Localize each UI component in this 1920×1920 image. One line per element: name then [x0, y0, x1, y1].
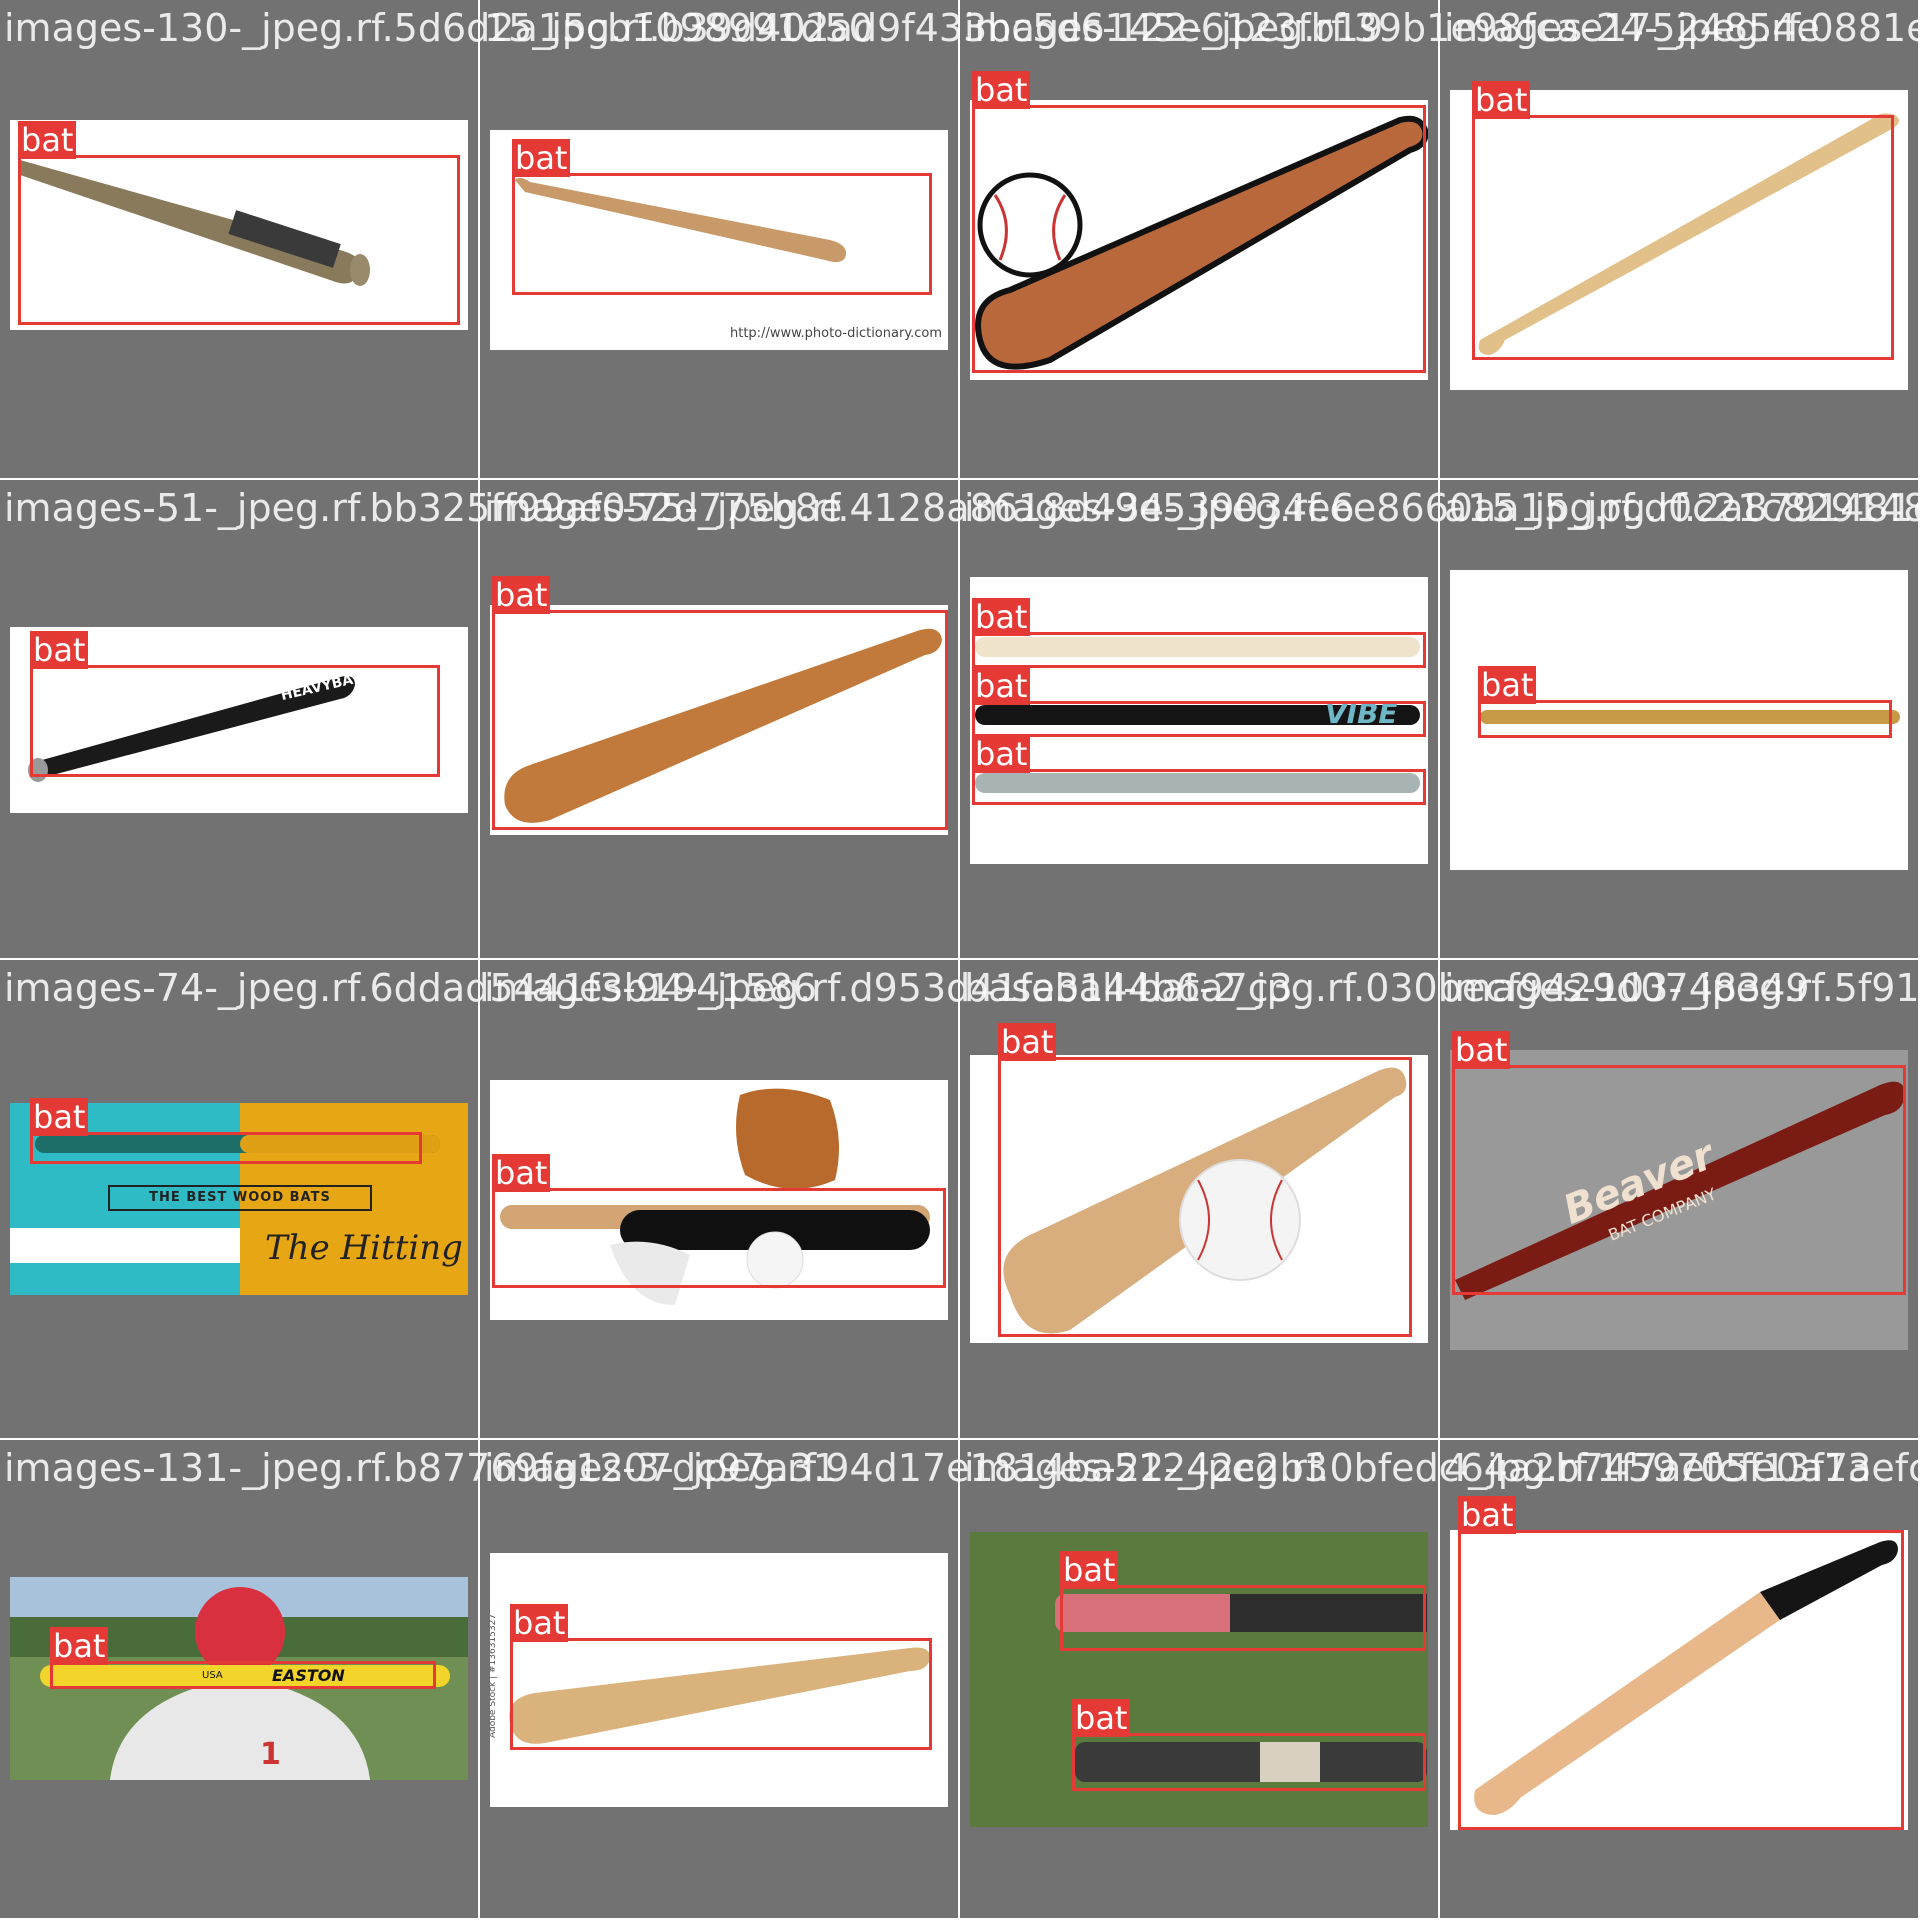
tile: images-122-_jpeg.rf.39b1e98fcae17524854e…	[960, 0, 1820, 478]
tile: images-94-_jpeg.rf.d953d41fa3144b6a7c3 b…	[480, 960, 1293, 1438]
bat-bounding-box	[18, 155, 460, 325]
bat-photo	[1450, 90, 1908, 390]
bat-photo	[490, 605, 948, 835]
bat-bounding-box	[492, 610, 948, 830]
bat-bounding-box	[1072, 1733, 1426, 1791]
bat-bounding-box	[30, 1132, 422, 1164]
bat-illustration	[975, 637, 1420, 793]
bat-cartoon-illustration	[975, 115, 1428, 370]
bat-label-tag: bat	[50, 1627, 109, 1665]
bat-label-tag: bat	[972, 735, 1031, 773]
tile: baseball-bat-2_jpg.rf.030becf9429d074834…	[960, 960, 1810, 1438]
bat-photo	[1450, 1530, 1908, 1830]
bat-bounding-box	[972, 701, 1426, 737]
bat-photo	[1450, 570, 1908, 870]
bat-illustration	[20, 160, 370, 286]
bat-illustration	[35, 1135, 440, 1153]
bat-glove-illustration	[500, 1088, 930, 1305]
bat-label-tag: bat	[972, 667, 1031, 705]
bat-label-tag: bat	[492, 1154, 551, 1192]
bat-label-tag: bat	[1072, 1699, 1131, 1737]
tile-filename: a15_jpg.rf.d0c21c8291481ccc7f78	[1444, 486, 1920, 530]
bats-on-grass-photo	[970, 1532, 1428, 1827]
bat-ball-illustration	[1003, 1067, 1407, 1334]
bat-label-tag: bat	[972, 598, 1031, 636]
batter-illustration	[10, 1577, 468, 1780]
bat-bounding-box	[512, 173, 932, 295]
bat-illustration	[509, 1647, 930, 1744]
watermark-text: http://www.photo-dictionary.com	[730, 326, 943, 341]
bat-label-tag: bat	[1060, 1551, 1119, 1589]
tile-filename: images-103-_jpeg.rf.5f91bc5	[1444, 966, 1920, 1010]
tile: 15_jpg.rf.b39d402ad9f433bc5d6145e6123fb1…	[480, 0, 1383, 478]
bat-label-tag: bat	[30, 631, 89, 669]
tile: images-74-_jpeg.rf.6ddad5441f3b1941586 T…	[0, 960, 817, 1438]
bat-illustration	[1478, 113, 1899, 355]
bat-glove-photo	[490, 1080, 948, 1320]
tile: images-131-_jpeg.rf.b87769fa1207dc97a31 …	[0, 1440, 837, 1918]
tile: images-3-_jpeg.rf.94d17e1814ba51242c2b3 …	[480, 1440, 1328, 1918]
batter-photo: EASTON USA 1	[10, 1577, 468, 1780]
bat-bounding-box	[972, 769, 1426, 805]
tile-filename: 4_jpg.rf.1f7aefcfe0a13	[1444, 1446, 1872, 1490]
tile: images-75-_jpeg.rf.4128a8618d49e539034e6…	[480, 480, 1355, 958]
bat-photo	[970, 100, 1428, 380]
bat-photo: Beaver BAT COMPANY	[1450, 1050, 1908, 1350]
bat-bounding-box	[50, 1661, 436, 1689]
tile: images-24-_jpeg.rf.0881ebe bat	[1440, 0, 1920, 478]
ad-headline: THE BEST WOOD BATS	[108, 1185, 372, 1211]
bat-illustration	[1450, 1050, 1908, 1350]
bat-label-tag: bat	[18, 121, 77, 159]
bat-bounding-box	[1458, 1530, 1904, 1830]
bat-mark-text: USA	[202, 1670, 223, 1681]
bat-bounding-box	[1478, 700, 1892, 738]
bat-bounding-box	[998, 1057, 1412, 1337]
bat-label-tag: bat	[492, 576, 551, 614]
tile: 4_jpg.rf.1f7aefcfe0a13 bat	[1440, 1440, 1918, 1918]
bat-illustration	[504, 628, 942, 823]
bat-ball-photo	[970, 1055, 1428, 1343]
bat-label-tag: bat	[972, 71, 1031, 109]
tile: images-130-_jpeg.rf.5d6d2a15cb1098991d50…	[0, 0, 873, 478]
bat-bounding-box	[510, 1638, 932, 1750]
stock-watermark: Adobe Stock | #136315327	[490, 1613, 498, 1738]
bat-illustration	[1480, 710, 1900, 724]
tile-filename: images-24-_jpeg.rf.0881ebe	[1444, 6, 1920, 50]
tile: images-51-_jpeg.rf.bb325ff99af052d775b8e…	[0, 480, 842, 958]
bat-label-tag: bat	[510, 1604, 569, 1642]
bat-label-tag: bat	[30, 1098, 89, 1136]
bat-bounding-box	[972, 632, 1426, 668]
tile: images-103-_jpeg.rf.5f91bc5 Beaver BAT C…	[1440, 960, 1920, 1438]
bat-bounding-box	[1472, 115, 1894, 360]
bat-label-tag: bat	[1458, 1496, 1517, 1534]
bat-bounding-box	[1452, 1065, 1906, 1295]
bat-label-tag: bat	[1478, 666, 1537, 704]
bat-brand-text: EASTON	[272, 1666, 345, 1685]
bat-photo: Adobe Stock | #136315327	[490, 1553, 948, 1807]
bats-on-grass-illustration	[970, 1532, 1428, 1827]
bat-label-tag: bat	[1472, 81, 1531, 119]
bat-label-tag: bat	[1452, 1031, 1511, 1069]
ad-brand: The Hitting Vault	[265, 1228, 468, 1268]
bat-bounding-box	[1060, 1585, 1426, 1651]
jersey-number: 1	[260, 1737, 281, 1772]
bat-bounding-box	[492, 1188, 946, 1288]
bat-bounding-box	[972, 105, 1426, 373]
bat-illustration	[1474, 1540, 1898, 1815]
bat-illustration	[515, 177, 846, 263]
tile: images-22-_jpeg.rf.0bfedc64a2b7459705f13…	[960, 1440, 1920, 1918]
bat-label-tag: bat	[512, 139, 571, 177]
tile: images-34-_jpeg.rf.ee8660aa15_jpg.rf.2a8…	[960, 480, 1920, 958]
bat-label-tag: bat	[998, 1023, 1057, 1061]
tile: a15_jpg.rf.d0c21c8291481ccc7f78 bat	[1440, 480, 1920, 958]
bat-bounding-box	[30, 665, 440, 777]
bat-photo: VIBE	[970, 577, 1428, 864]
